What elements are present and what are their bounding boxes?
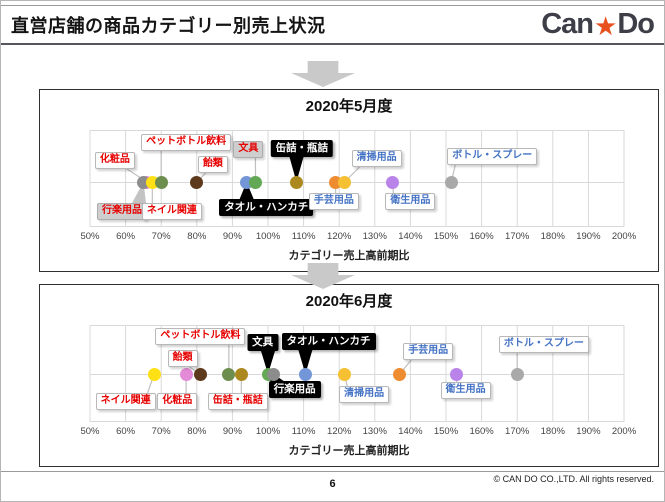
axis-tick: 110%: [291, 231, 316, 242]
data-point: [386, 175, 400, 189]
category-label: ネイル関連: [95, 393, 156, 410]
data-point: [510, 367, 524, 381]
category-label: 清掃用品: [339, 386, 390, 403]
axis-tick: 140%: [398, 426, 423, 437]
data-point: [193, 367, 207, 381]
axis-tick: 90%: [222, 231, 242, 242]
axis-tick: 200%: [611, 231, 637, 242]
axis-tick: 70%: [151, 231, 171, 242]
star-icon: ★: [594, 10, 617, 41]
axis-tick: 60%: [116, 231, 136, 242]
logo-text-right: Do: [617, 8, 655, 40]
axis-tick: 170%: [505, 426, 530, 437]
data-point: [222, 367, 236, 381]
category-label: ネイル関連: [141, 203, 202, 220]
category-label: 手芸用品: [308, 193, 359, 210]
axis-tick: 100%: [255, 426, 281, 437]
data-point: [154, 175, 168, 189]
logo-text-left: Can: [541, 8, 594, 40]
data-point: [444, 175, 458, 189]
axis-tick: 190%: [576, 426, 601, 437]
category-label: 化粧品: [157, 393, 198, 410]
copyright-notice: © CAN DO CO.,LTD. All rights reserved.: [493, 474, 654, 484]
plot-area: ネイル関連 化粧品 飴類 ペットボトル飲料缶詰・瓶詰 文具行楽用品 タオル・ハンカチ清掃用…: [80, 325, 636, 437]
category-label: 手芸用品: [403, 343, 454, 360]
footer-divider: [1, 471, 664, 472]
data-point: [190, 175, 204, 189]
chart-june-2020: 2020年6月度 ネイル関連 化粧品 飴類 ペットボトル飲料缶詰・瓶詰 文具行楽用品 タオ…: [39, 284, 659, 467]
x-axis-label: カテゴリー売上高前期比: [288, 445, 410, 457]
axis-tick: 70%: [151, 426, 171, 437]
chart-title: 2020年5月度: [305, 98, 393, 115]
axis-tick: 170%: [505, 231, 530, 242]
axis-tick: 190%: [576, 231, 601, 242]
callout-pointer: [239, 182, 254, 199]
page-number: 6: [329, 478, 336, 490]
header: 直営店舗の商品カテゴリー別売上状況 Can ★ Do: [1, 5, 664, 45]
category-label: 文具: [247, 334, 279, 352]
data-point: [289, 175, 303, 189]
axis-tick: 50%: [80, 426, 100, 437]
chart-title: 2020年6月度: [305, 293, 393, 310]
plot-grid: [89, 130, 625, 227]
callout-pointer: [261, 351, 275, 374]
x-axis-label: カテゴリー売上高前期比: [288, 250, 410, 262]
axis-tick: 90%: [222, 426, 242, 437]
page-title: 直営店舗の商品カテゴリー別売上状況: [11, 15, 326, 36]
category-label: 文具: [233, 141, 264, 158]
callout-pointer: [298, 350, 313, 374]
data-point: [338, 175, 352, 189]
callout-pointer: [289, 157, 304, 182]
chart-may-2020: 2020年5月度 化粧品行楽用品 ネイル関連 ペットボトル飲料飴類タオル・ハンカチ 文…: [39, 89, 659, 272]
category-label: 衛生用品: [385, 193, 436, 210]
data-point: [450, 367, 464, 381]
axis-tick: 160%: [469, 231, 494, 242]
category-label: 行楽用品: [268, 381, 321, 399]
axis-tick: 110%: [291, 426, 316, 437]
category-label: 化粧品: [94, 152, 135, 169]
data-point: [393, 367, 407, 381]
data-point: [234, 367, 248, 381]
axis-tick: 140%: [398, 231, 423, 242]
category-label: 行楽用品: [97, 203, 148, 220]
data-point: [147, 367, 161, 381]
category-label: ボトル・スプレー: [447, 148, 538, 165]
category-label: ボトル・スプレー: [498, 336, 589, 353]
cando-logo: Can ★ Do: [541, 8, 655, 41]
axis-tick: 80%: [187, 426, 207, 437]
category-label: 飴類: [197, 156, 228, 173]
axis-tick: 120%: [327, 231, 352, 242]
category-label: ペットボトル飲料: [155, 328, 246, 345]
data-point: [179, 367, 193, 381]
category-label: 缶詰・瓶詰: [207, 393, 268, 410]
axis-tick: 200%: [611, 426, 637, 437]
axis-tick: 130%: [362, 426, 387, 437]
axis-tick: 120%: [327, 426, 352, 437]
plot-area: 化粧品行楽用品 ネイル関連 ペットボトル飲料飴類タオル・ハンカチ 文具 缶詰・瓶詰手芸用…: [80, 130, 636, 242]
axis-tick: 160%: [469, 426, 494, 437]
axis-tick: 180%: [540, 426, 565, 437]
axis-tick: 100%: [255, 231, 281, 242]
category-label: 飴類: [167, 350, 198, 367]
category-label: 清掃用品: [351, 150, 402, 167]
category-label: 衛生用品: [440, 382, 491, 399]
data-point: [298, 367, 312, 381]
down-arrow-icon: [291, 61, 355, 87]
axis-tick: 50%: [80, 231, 100, 242]
category-label: タオル・ハンカチ: [281, 333, 376, 351]
axis-tick: 150%: [433, 426, 459, 437]
category-label: 缶詰・瓶詰: [270, 140, 334, 158]
data-point: [249, 175, 263, 189]
category-label: タオル・ハンカチ: [219, 199, 314, 217]
axis-tick: 60%: [116, 426, 136, 437]
category-label: ペットボトル飲料: [141, 134, 232, 151]
axis-tick: 80%: [187, 231, 207, 242]
data-point: [338, 367, 352, 381]
axis-tick: 150%: [433, 231, 459, 242]
axis-tick: 130%: [362, 231, 387, 242]
axis-tick: 180%: [540, 231, 565, 242]
data-point: [266, 367, 280, 381]
